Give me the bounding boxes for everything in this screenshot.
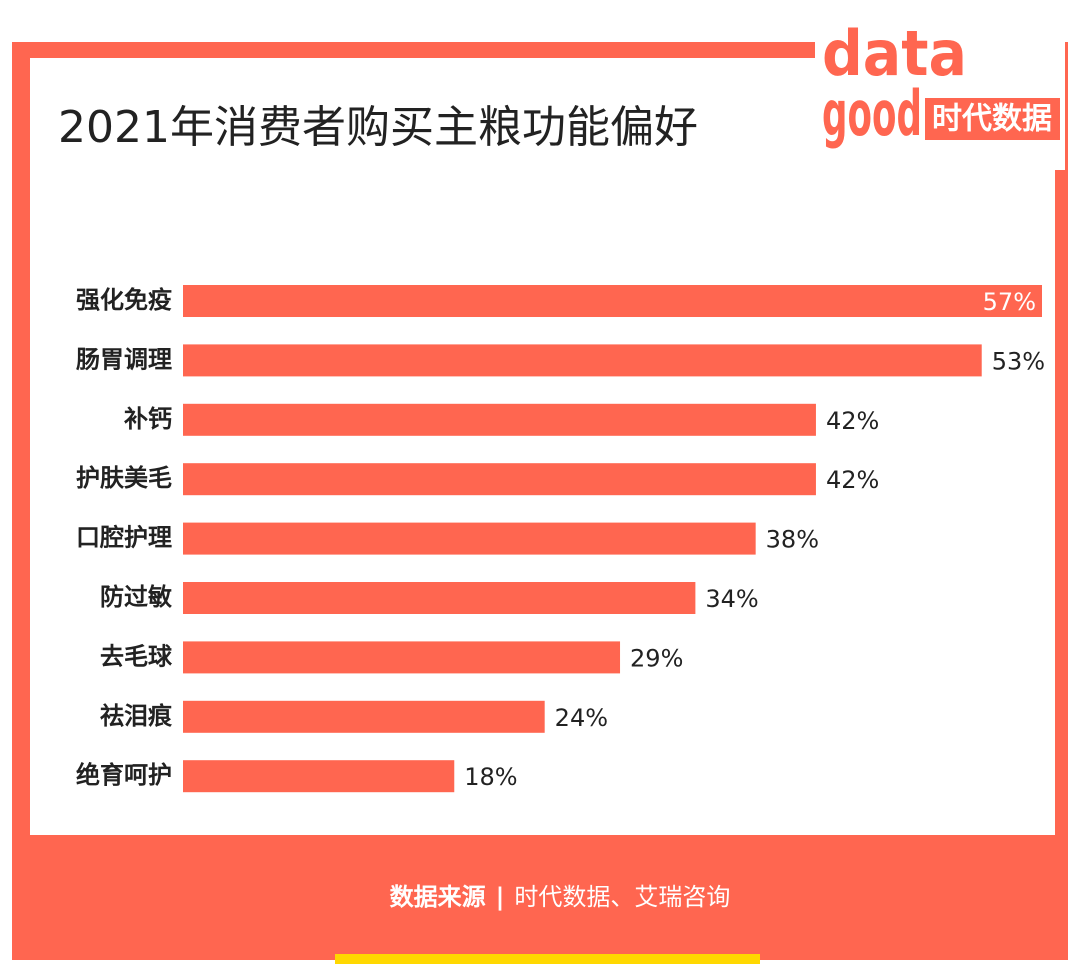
category-label: 去毛球 bbox=[100, 642, 173, 670]
chart-title: 2021年消费者购买主粮功能偏好 bbox=[58, 102, 698, 153]
value-label: 53% bbox=[992, 347, 1045, 375]
footer-source: 时代数据、艾瑞咨询 bbox=[514, 883, 730, 911]
logo-backdrop bbox=[815, 10, 1065, 170]
value-label: 38% bbox=[766, 526, 819, 554]
bar bbox=[183, 285, 1042, 317]
value-label: 29% bbox=[630, 644, 683, 672]
bar bbox=[183, 522, 756, 555]
category-label: 口腔护理 bbox=[76, 524, 172, 552]
bar bbox=[183, 344, 982, 377]
footer-label: 数据来源 bbox=[390, 883, 486, 911]
logo-name: 时代数据 bbox=[932, 102, 1052, 137]
category-label: 补钙 bbox=[124, 405, 172, 433]
bar bbox=[183, 403, 816, 436]
logo-text: data bbox=[822, 17, 967, 90]
category-label: 肠胃调理 bbox=[76, 345, 172, 373]
bar bbox=[183, 760, 455, 793]
value-label: 24% bbox=[555, 704, 608, 732]
bar bbox=[183, 582, 696, 614]
bar bbox=[183, 641, 621, 674]
footer-separator: | bbox=[496, 883, 505, 911]
value-label: 42% bbox=[826, 466, 879, 494]
category-label: 护肤美毛 bbox=[76, 464, 172, 492]
accent-strip bbox=[335, 954, 760, 964]
category-label: 祛泪痕 bbox=[100, 702, 173, 730]
value-label: 42% bbox=[826, 407, 879, 435]
bar bbox=[183, 463, 816, 496]
bar bbox=[183, 700, 545, 733]
category-label: 强化免疫 bbox=[76, 286, 172, 314]
value-label: 34% bbox=[705, 585, 758, 613]
value-label: 57% bbox=[983, 288, 1036, 316]
logo-badge bbox=[925, 98, 1060, 140]
category-label: 防过敏 bbox=[100, 583, 172, 611]
logo-text: good bbox=[822, 77, 922, 150]
category-label: 绝育呵护 bbox=[76, 761, 172, 789]
footer: 数据来源 | 时代数据、艾瑞咨询 bbox=[390, 883, 731, 911]
value-label: 18% bbox=[464, 763, 517, 791]
